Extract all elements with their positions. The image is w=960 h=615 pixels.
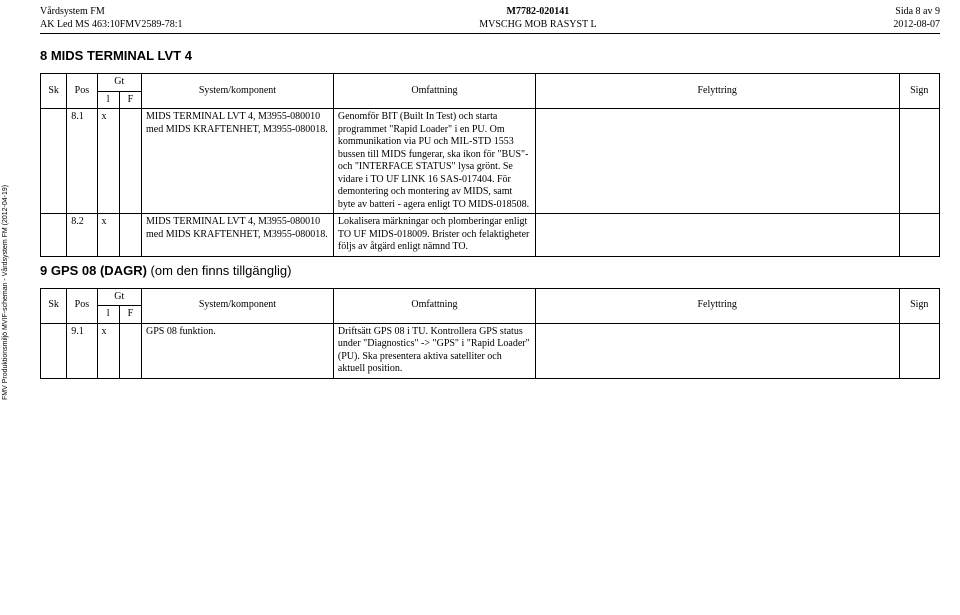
cell-pos: 8.2 [67,214,97,257]
th-sign: Sign [899,74,939,109]
cell-sk [41,109,67,214]
th-fel: Felyttring [535,74,899,109]
header-left-1: Vårdsystem FM [40,6,183,19]
section-2-title: 9 GPS 08 (DAGR) (om den finns tillgängli… [40,263,940,278]
cell-fel [535,109,899,214]
header-right: Sida 8 av 9 2012-08-07 [893,6,940,31]
table-section-2: Sk Pos Gt System/komponent Omfattning Fe… [40,288,940,379]
header-left: Vårdsystem FM AK Led MS 463:10FMV2589-78… [40,6,183,31]
table-row: Sk Pos Gt System/komponent Omfattning Fe… [41,74,940,92]
th-fel: Felyttring [535,288,899,323]
th-gt: Gt [97,74,141,92]
th-pos: Pos [67,288,97,323]
th-pos: Pos [67,74,97,109]
cell-omf: Genomför BIT (Built In Test) och starta … [333,109,535,214]
cell-omf: Lokalisera märkningar och plomberingar e… [333,214,535,257]
section-2-title-main: 9 GPS 08 (DAGR) [40,263,147,278]
th-omf: Omfattning [333,288,535,323]
th-f: F [119,306,141,324]
header-center-2: MVSCHG MOB RASYST L [479,19,596,32]
cell-sk [41,323,67,378]
cell-fel [535,323,899,378]
header-right-2: 2012-08-07 [893,19,940,32]
th-f: F [119,91,141,109]
th-sk: Sk [41,288,67,323]
header-right-1: Sida 8 av 9 [893,6,940,19]
table-row: 9.1 x GPS 08 funktion. Driftsätt GPS 08 … [41,323,940,378]
th-l: l [97,306,119,324]
header-center: M7782-020141 MVSCHG MOB RASYST L [479,6,596,31]
table-row: 8.2 x MIDS TERMINAL LVT 4, M3955-080010 … [41,214,940,257]
th-sys: System/komponent [141,74,333,109]
cell-sys: GPS 08 funktion. [141,323,333,378]
cell-sign [899,109,939,214]
table-row: Sk Pos Gt System/komponent Omfattning Fe… [41,288,940,306]
cell-l: x [97,109,119,214]
cell-fel [535,214,899,257]
cell-sys: MIDS TERMINAL LVT 4, M3955-080010 med MI… [141,109,333,214]
section-1-title: 8 MIDS TERMINAL LVT 4 [40,48,940,63]
cell-omf: Driftsätt GPS 08 i TU. Kontrollera GPS s… [333,323,535,378]
cell-f [119,323,141,378]
table-row: 8.1 x MIDS TERMINAL LVT 4, M3955-080010 … [41,109,940,214]
th-l: l [97,91,119,109]
cell-f [119,214,141,257]
header-center-1: M7782-020141 [479,6,596,19]
th-sign: Sign [899,288,939,323]
section-2-title-suffix: (om den finns tillgänglig) [147,263,292,278]
cell-l: x [97,323,119,378]
cell-l: x [97,214,119,257]
cell-sys: MIDS TERMINAL LVT 4, M3955-080010 med MI… [141,214,333,257]
table-section-1: Sk Pos Gt System/komponent Omfattning Fe… [40,73,940,257]
page-header: Vårdsystem FM AK Led MS 463:10FMV2589-78… [40,6,940,34]
cell-sk [41,214,67,257]
header-left-2: AK Led MS 463:10FMV2589-78:1 [40,19,183,32]
th-omf: Omfattning [333,74,535,109]
cell-sign [899,214,939,257]
cell-pos: 8.1 [67,109,97,214]
th-gt: Gt [97,288,141,306]
cell-f [119,109,141,214]
cell-pos: 9.1 [67,323,97,378]
cell-sign [899,323,939,378]
th-sys: System/komponent [141,288,333,323]
th-sk: Sk [41,74,67,109]
side-label: FMV Produktionsmiljö MVIF-scheman - Vård… [2,185,9,400]
